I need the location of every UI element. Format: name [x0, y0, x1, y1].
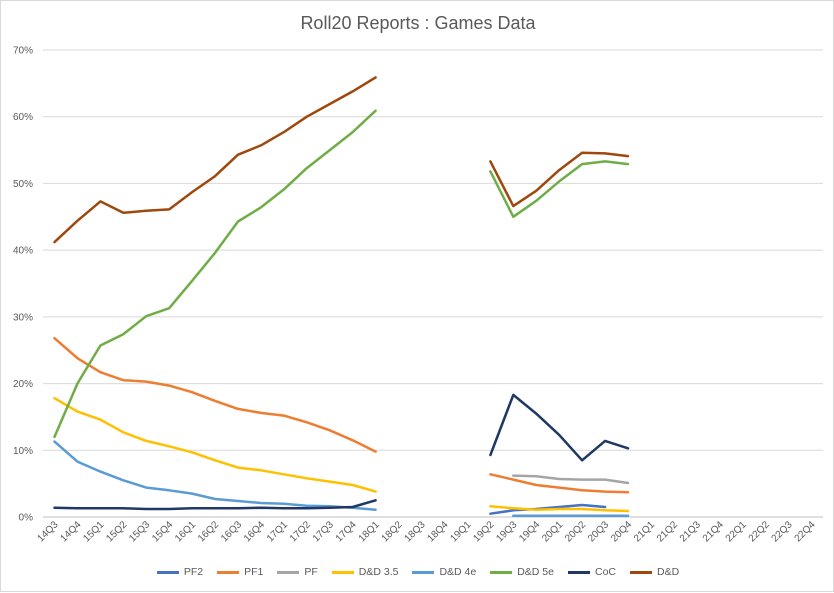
legend-swatch [630, 570, 652, 574]
y-tick-label: 50% [13, 179, 33, 190]
x-tick-label: 15Q4 [150, 519, 175, 544]
legend-label: D&D 5e [517, 566, 554, 578]
legend-swatch [490, 570, 513, 574]
x-tick-label: 18Q4 [426, 519, 451, 544]
x-tick-label: 17Q4 [334, 519, 359, 544]
x-tick-label: 17Q3 [311, 519, 336, 544]
x-tick-label: 17Q2 [288, 519, 313, 544]
x-tick-label: 22Q1 [724, 519, 749, 544]
x-tick-label: 18Q2 [380, 519, 405, 544]
legend-item: D&D 3.5 [331, 566, 399, 578]
legend-item: D&D 5e [490, 566, 554, 578]
legend-item: D&D [630, 566, 679, 578]
y-tick-label: 60% [13, 112, 33, 123]
y-tick-label: 20% [13, 379, 33, 390]
legend-swatch [331, 570, 354, 574]
x-tick-label: 19Q4 [517, 519, 542, 544]
x-tick-label: 16Q4 [242, 519, 267, 544]
x-tick-label: 20Q2 [563, 519, 588, 544]
series-line-d-d-5e [53, 109, 630, 439]
x-tick-label: 14Q3 [36, 519, 61, 544]
x-tick-label: 16Q3 [219, 519, 244, 544]
legend-label: D&D 3.5 [358, 566, 399, 578]
x-tick-label: 15Q2 [104, 519, 129, 544]
x-tick-label: 22Q3 [770, 519, 795, 544]
x-tick-label: 21Q2 [655, 519, 680, 544]
series-line-pf2 [489, 503, 607, 515]
x-tick-label: 21Q4 [701, 519, 726, 544]
series-line-coc [53, 393, 630, 511]
series-line-d-d [53, 76, 630, 244]
legend-label: CoC [594, 566, 616, 578]
chart-title: Roll20 Reports : Games Data [300, 13, 536, 33]
gridlines [43, 49, 823, 518]
legend-label: PF1 [244, 566, 264, 578]
x-tick-label: 21Q3 [678, 519, 703, 544]
legend-label: PF [304, 566, 318, 578]
x-tick-label: 18Q3 [403, 519, 428, 544]
legend-item: D&D 4e [412, 566, 476, 578]
legend-swatch [156, 570, 179, 574]
y-tick-label: 30% [13, 312, 33, 323]
x-tick-label: 20Q3 [586, 519, 611, 544]
legend-item: PF [277, 566, 318, 578]
legend-item: PF1 [217, 566, 263, 578]
x-tick-label: 20Q1 [540, 519, 565, 544]
x-tick-label: 15Q3 [127, 519, 152, 544]
legend-label: PF2 [183, 566, 204, 578]
legend-item: PF2 [156, 566, 204, 578]
legend-label: D&D [657, 566, 680, 578]
legend-swatch [217, 570, 240, 574]
x-tick-label: 22Q2 [747, 519, 772, 544]
series-lines [53, 76, 630, 517]
legend: PF2 PF1 PF D&D 3.5 D&D 4e D&D 5e CoC D&D [1, 566, 834, 578]
legend-swatch [412, 570, 435, 574]
y-tick-label: 10% [13, 446, 33, 457]
x-tick-label: 19Q2 [471, 519, 496, 544]
x-tick-label: 16Q2 [196, 519, 221, 544]
y-tick-label: 0% [19, 513, 34, 524]
legend-swatch [567, 570, 590, 574]
y-tick-label: 70% [13, 46, 33, 57]
x-axis-labels: 14Q314Q415Q115Q215Q315Q416Q116Q216Q316Q4… [36, 519, 818, 544]
legend-label: D&D 4e [439, 566, 477, 578]
x-tick-label: 14Q4 [58, 519, 83, 544]
x-tick-label: 22Q4 [793, 519, 818, 544]
x-tick-label: 20Q4 [609, 519, 634, 544]
x-tick-label: 17Q1 [265, 519, 290, 544]
series-line-d-d-4e [53, 440, 630, 517]
y-tick-label: 40% [13, 246, 33, 257]
series-line-d-d-3-5 [53, 396, 630, 513]
x-tick-label: 18Q1 [357, 519, 382, 544]
x-tick-label: 19Q3 [494, 519, 519, 544]
x-tick-label: 21Q1 [632, 519, 657, 544]
series-line-pf [512, 474, 630, 485]
legend-swatch [277, 570, 300, 574]
x-tick-label: 19Q1 [448, 519, 473, 544]
legend-item: CoC [567, 566, 616, 578]
x-tick-label: 16Q1 [173, 519, 198, 544]
series-line-pf1 [53, 336, 630, 494]
x-tick-label: 15Q1 [81, 519, 106, 544]
y-axis-labels: 0% 10% 20% 30% 40% 50% 60% 70% [13, 46, 33, 524]
